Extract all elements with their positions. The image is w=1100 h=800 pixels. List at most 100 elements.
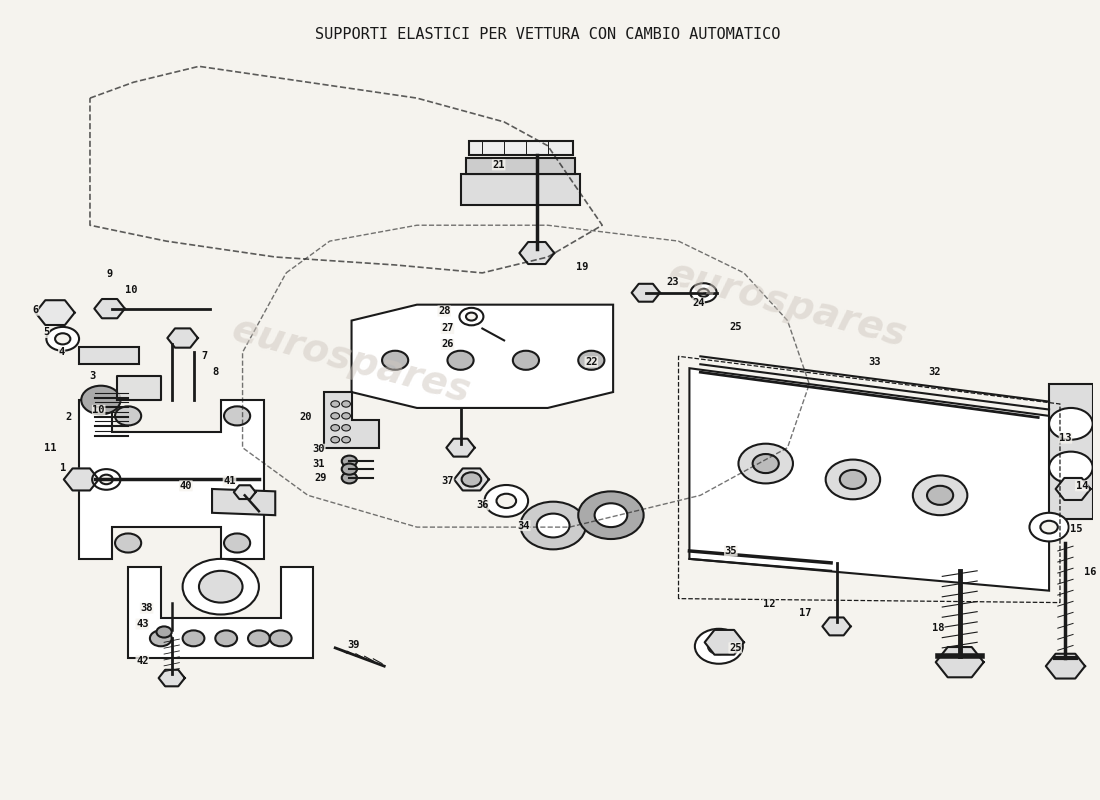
Text: 12: 12 xyxy=(762,599,776,609)
Text: 26: 26 xyxy=(441,339,453,350)
Circle shape xyxy=(156,626,172,638)
Text: 24: 24 xyxy=(692,298,704,308)
Circle shape xyxy=(752,454,779,473)
Bar xyxy=(470,141,573,155)
Circle shape xyxy=(1049,408,1092,440)
Text: 36: 36 xyxy=(476,500,488,510)
Circle shape xyxy=(331,425,340,431)
Text: 3: 3 xyxy=(89,371,96,381)
Circle shape xyxy=(1030,513,1069,542)
Text: 31: 31 xyxy=(312,458,326,469)
Circle shape xyxy=(248,630,270,646)
Circle shape xyxy=(342,456,358,466)
Circle shape xyxy=(55,334,70,344)
Circle shape xyxy=(579,491,644,539)
Circle shape xyxy=(738,444,793,483)
Polygon shape xyxy=(234,486,255,499)
Circle shape xyxy=(1049,452,1092,483)
Text: 13: 13 xyxy=(1059,433,1071,443)
Circle shape xyxy=(342,401,351,407)
Circle shape xyxy=(46,327,79,350)
Circle shape xyxy=(331,413,340,419)
Text: 30: 30 xyxy=(312,444,326,454)
Polygon shape xyxy=(705,630,744,654)
Text: 14: 14 xyxy=(1076,481,1088,490)
Circle shape xyxy=(270,630,292,646)
Circle shape xyxy=(100,474,113,484)
Circle shape xyxy=(331,401,340,407)
Polygon shape xyxy=(519,242,554,264)
Polygon shape xyxy=(128,567,314,658)
Circle shape xyxy=(595,503,627,527)
Circle shape xyxy=(183,630,205,646)
Text: 15: 15 xyxy=(1070,524,1082,534)
Text: 7: 7 xyxy=(201,351,208,362)
Circle shape xyxy=(382,350,408,370)
Circle shape xyxy=(342,425,351,431)
Text: 38: 38 xyxy=(141,603,153,613)
Text: SUPPORTI ELASTICI PER VETTURA CON CAMBIO AUTOMATICO: SUPPORTI ELASTICI PER VETTURA CON CAMBIO… xyxy=(315,26,780,42)
Text: 37: 37 xyxy=(441,476,453,486)
Text: 2: 2 xyxy=(65,413,72,422)
Circle shape xyxy=(224,534,250,553)
Polygon shape xyxy=(631,284,660,302)
Circle shape xyxy=(81,386,121,414)
Polygon shape xyxy=(158,670,185,686)
Circle shape xyxy=(698,289,710,297)
Text: 18: 18 xyxy=(932,623,944,633)
Polygon shape xyxy=(95,299,124,318)
Text: eurospares: eurospares xyxy=(664,254,911,355)
Text: 42: 42 xyxy=(136,655,149,666)
Text: 1: 1 xyxy=(59,462,66,473)
Bar xyxy=(461,174,581,206)
Polygon shape xyxy=(447,438,475,457)
Circle shape xyxy=(691,283,717,302)
Polygon shape xyxy=(454,469,488,490)
Circle shape xyxy=(927,486,954,505)
Circle shape xyxy=(484,485,528,517)
Circle shape xyxy=(462,472,481,486)
Polygon shape xyxy=(167,329,198,348)
Circle shape xyxy=(342,413,351,419)
Text: 27: 27 xyxy=(441,323,453,334)
Circle shape xyxy=(116,534,141,553)
Circle shape xyxy=(579,350,604,370)
Text: 25: 25 xyxy=(729,643,741,653)
Text: 6: 6 xyxy=(32,306,39,315)
Polygon shape xyxy=(936,647,983,678)
Circle shape xyxy=(92,469,121,490)
Text: 21: 21 xyxy=(493,160,505,170)
Polygon shape xyxy=(118,376,161,400)
Circle shape xyxy=(448,350,474,370)
Text: 19: 19 xyxy=(576,262,588,271)
Circle shape xyxy=(116,406,141,426)
Polygon shape xyxy=(352,305,613,408)
Text: 23: 23 xyxy=(667,278,680,287)
Circle shape xyxy=(496,494,516,508)
Circle shape xyxy=(913,475,967,515)
Circle shape xyxy=(224,406,250,426)
Circle shape xyxy=(342,472,358,483)
Text: 17: 17 xyxy=(799,608,811,618)
Text: 20: 20 xyxy=(299,413,312,422)
Polygon shape xyxy=(1049,384,1092,519)
Bar xyxy=(466,158,575,174)
Circle shape xyxy=(342,437,351,443)
Text: 5: 5 xyxy=(43,327,50,338)
Circle shape xyxy=(826,459,880,499)
Text: 28: 28 xyxy=(438,306,450,316)
Circle shape xyxy=(460,308,483,326)
Circle shape xyxy=(199,571,243,602)
Polygon shape xyxy=(64,469,99,490)
Circle shape xyxy=(839,470,866,489)
Polygon shape xyxy=(324,392,378,448)
Polygon shape xyxy=(690,368,1049,590)
Text: 8: 8 xyxy=(212,367,219,377)
Text: 33: 33 xyxy=(868,357,881,367)
Polygon shape xyxy=(823,618,850,635)
Text: 35: 35 xyxy=(725,546,737,556)
Text: 25: 25 xyxy=(729,322,741,332)
Polygon shape xyxy=(35,300,75,325)
Bar xyxy=(79,346,139,364)
Circle shape xyxy=(150,630,172,646)
